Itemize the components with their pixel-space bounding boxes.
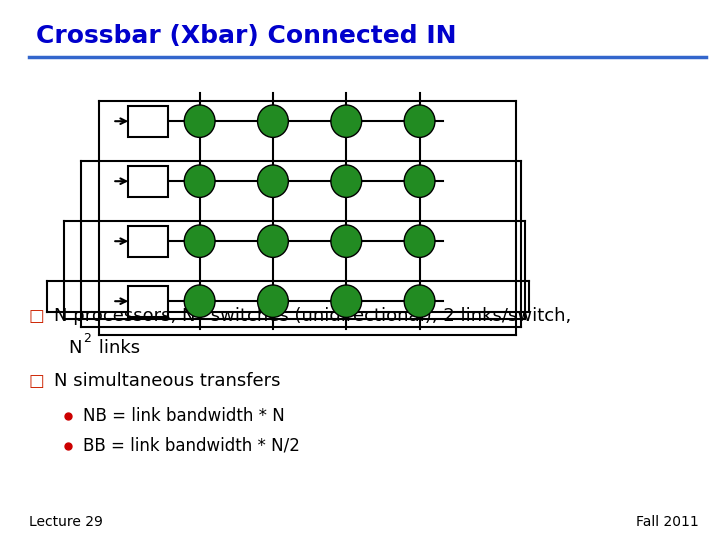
FancyBboxPatch shape: [128, 106, 168, 137]
Ellipse shape: [184, 165, 215, 198]
Ellipse shape: [404, 165, 435, 198]
FancyBboxPatch shape: [128, 166, 168, 197]
Ellipse shape: [331, 225, 361, 258]
Text: N: N: [68, 339, 82, 357]
FancyBboxPatch shape: [128, 286, 168, 317]
Text: 2: 2: [83, 332, 91, 345]
FancyBboxPatch shape: [128, 226, 168, 257]
Ellipse shape: [258, 105, 288, 137]
Ellipse shape: [184, 285, 215, 318]
Text: links: links: [93, 339, 140, 357]
Ellipse shape: [184, 105, 215, 137]
Text: Lecture 29: Lecture 29: [29, 515, 103, 529]
Text: BB = link bandwidth * N/2: BB = link bandwidth * N/2: [83, 436, 300, 455]
Ellipse shape: [331, 165, 361, 198]
Ellipse shape: [331, 105, 361, 137]
Text: Fall 2011: Fall 2011: [636, 515, 698, 529]
Text: NB = link bandwidth * N: NB = link bandwidth * N: [83, 407, 284, 425]
Text: 2: 2: [194, 300, 202, 313]
Ellipse shape: [404, 225, 435, 258]
Ellipse shape: [258, 285, 288, 318]
Ellipse shape: [258, 165, 288, 198]
Ellipse shape: [404, 285, 435, 318]
Ellipse shape: [404, 105, 435, 137]
Ellipse shape: [184, 225, 215, 258]
Ellipse shape: [258, 225, 288, 258]
Text: N simultaneous transfers: N simultaneous transfers: [54, 372, 281, 390]
Text: Crossbar (Xbar) Connected IN: Crossbar (Xbar) Connected IN: [36, 24, 456, 48]
Text: □: □: [29, 372, 45, 390]
Ellipse shape: [331, 285, 361, 318]
Text: N processors, N: N processors, N: [54, 307, 196, 325]
Text: □: □: [29, 307, 45, 325]
Text: switches (unidirectional), 2 links/switch,: switches (unidirectional), 2 links/switc…: [205, 307, 572, 325]
